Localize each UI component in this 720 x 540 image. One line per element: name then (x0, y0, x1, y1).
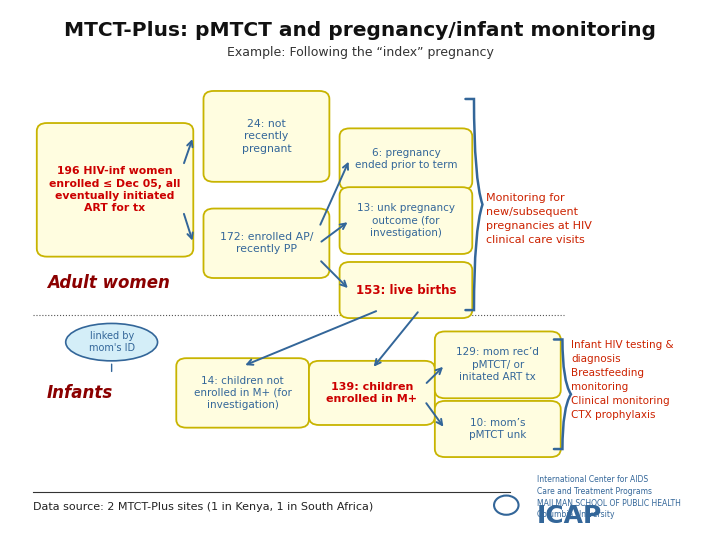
Text: ICAP: ICAP (537, 504, 602, 528)
Text: Example: Following the “index” pregnancy: Example: Following the “index” pregnancy (227, 45, 493, 58)
Text: 10: mom’s
pMTCT unk: 10: mom’s pMTCT unk (469, 418, 526, 440)
FancyBboxPatch shape (435, 332, 561, 399)
Text: 13: unk pregnancy
outcome (for
investigation): 13: unk pregnancy outcome (for investiga… (357, 203, 455, 238)
Text: MTCT-Plus: pMTCT and pregnancy/infant monitoring: MTCT-Plus: pMTCT and pregnancy/infant mo… (64, 22, 656, 40)
Text: Data source: 2 MTCT-Plus sites (1 in Kenya, 1 in South Africa): Data source: 2 MTCT-Plus sites (1 in Ken… (33, 502, 374, 512)
Text: 139: children
enrolled in M+: 139: children enrolled in M+ (326, 382, 418, 404)
Text: Infant HIV testing &
diagnosis
Breastfeeding
monitoring
Clinical monitoring
CTX : Infant HIV testing & diagnosis Breastfee… (571, 340, 674, 420)
FancyBboxPatch shape (37, 123, 193, 256)
Text: Adult women: Adult women (47, 274, 170, 292)
FancyBboxPatch shape (204, 208, 329, 278)
FancyBboxPatch shape (340, 187, 472, 254)
FancyBboxPatch shape (435, 401, 561, 457)
Text: 153: live births: 153: live births (356, 284, 456, 296)
FancyBboxPatch shape (340, 129, 472, 190)
Text: 24: not
recently
pregnant: 24: not recently pregnant (242, 119, 292, 154)
Text: linked by
mom's ID: linked by mom's ID (89, 332, 135, 353)
Text: Monitoring for
new/subsequent
pregnancies at HIV
clinical care visits: Monitoring for new/subsequent pregnancie… (486, 193, 592, 245)
Ellipse shape (66, 323, 158, 361)
FancyBboxPatch shape (309, 361, 435, 425)
Text: 14: children not
enrolled in M+ (for
investigation): 14: children not enrolled in M+ (for inv… (194, 375, 292, 410)
FancyBboxPatch shape (204, 91, 329, 182)
Text: International Center for AIDS
Care and Treatment Programs
MAILMAN SCHOOL OF PUBL: International Center for AIDS Care and T… (537, 475, 681, 519)
Text: 172: enrolled AP/
recently PP: 172: enrolled AP/ recently PP (220, 232, 313, 254)
FancyBboxPatch shape (176, 358, 309, 428)
Text: 129: mom rec’d
pMTCT/ or
initated ART tx: 129: mom rec’d pMTCT/ or initated ART tx (456, 347, 539, 382)
Text: 196 HIV-inf women
enrolled ≤ Dec 05, all
eventually initiated
ART for tx: 196 HIV-inf women enrolled ≤ Dec 05, all… (50, 166, 181, 213)
Text: Infants: Infants (47, 384, 113, 402)
FancyBboxPatch shape (340, 262, 472, 318)
Text: 6: pregnancy
ended prior to term: 6: pregnancy ended prior to term (355, 148, 457, 170)
